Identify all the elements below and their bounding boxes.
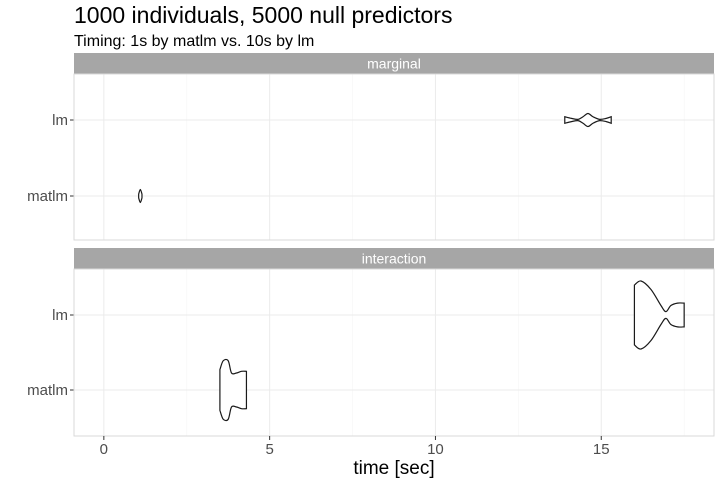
x-tick-label: 0	[100, 441, 108, 458]
x-tick-label: 10	[427, 441, 444, 458]
chart-title: 1000 individuals, 5000 null predictors	[74, 2, 452, 28]
panel-border	[73, 268, 715, 437]
violin-interaction-lm	[633, 280, 685, 350]
y-tick-label: lm	[52, 307, 68, 324]
x-axis: 0 5 10 15	[100, 436, 610, 458]
strip-label: marginal	[367, 56, 421, 72]
panel-border	[73, 73, 715, 241]
violin-marginal-lm	[564, 112, 612, 128]
chart-subtitle: Timing: 1s by matlm vs. 10s by lm	[74, 33, 314, 50]
violin-marginal-matlm	[138, 188, 143, 204]
x-tick-label: 15	[593, 441, 610, 458]
x-tick-label: 5	[265, 441, 273, 458]
x-axis-title: time [sec]	[353, 458, 434, 479]
y-tick-label: matlm	[27, 382, 68, 399]
violin-interaction-matlm	[219, 358, 248, 422]
strip-interaction	[74, 248, 714, 269]
y-tick-label: lm	[52, 112, 68, 129]
y-tick-label: matlm	[27, 188, 68, 205]
plot-area: marginal lm matlm interaction lm matlm	[27, 53, 715, 437]
strip-marginal	[74, 53, 714, 74]
strip-label: interaction	[362, 251, 427, 267]
